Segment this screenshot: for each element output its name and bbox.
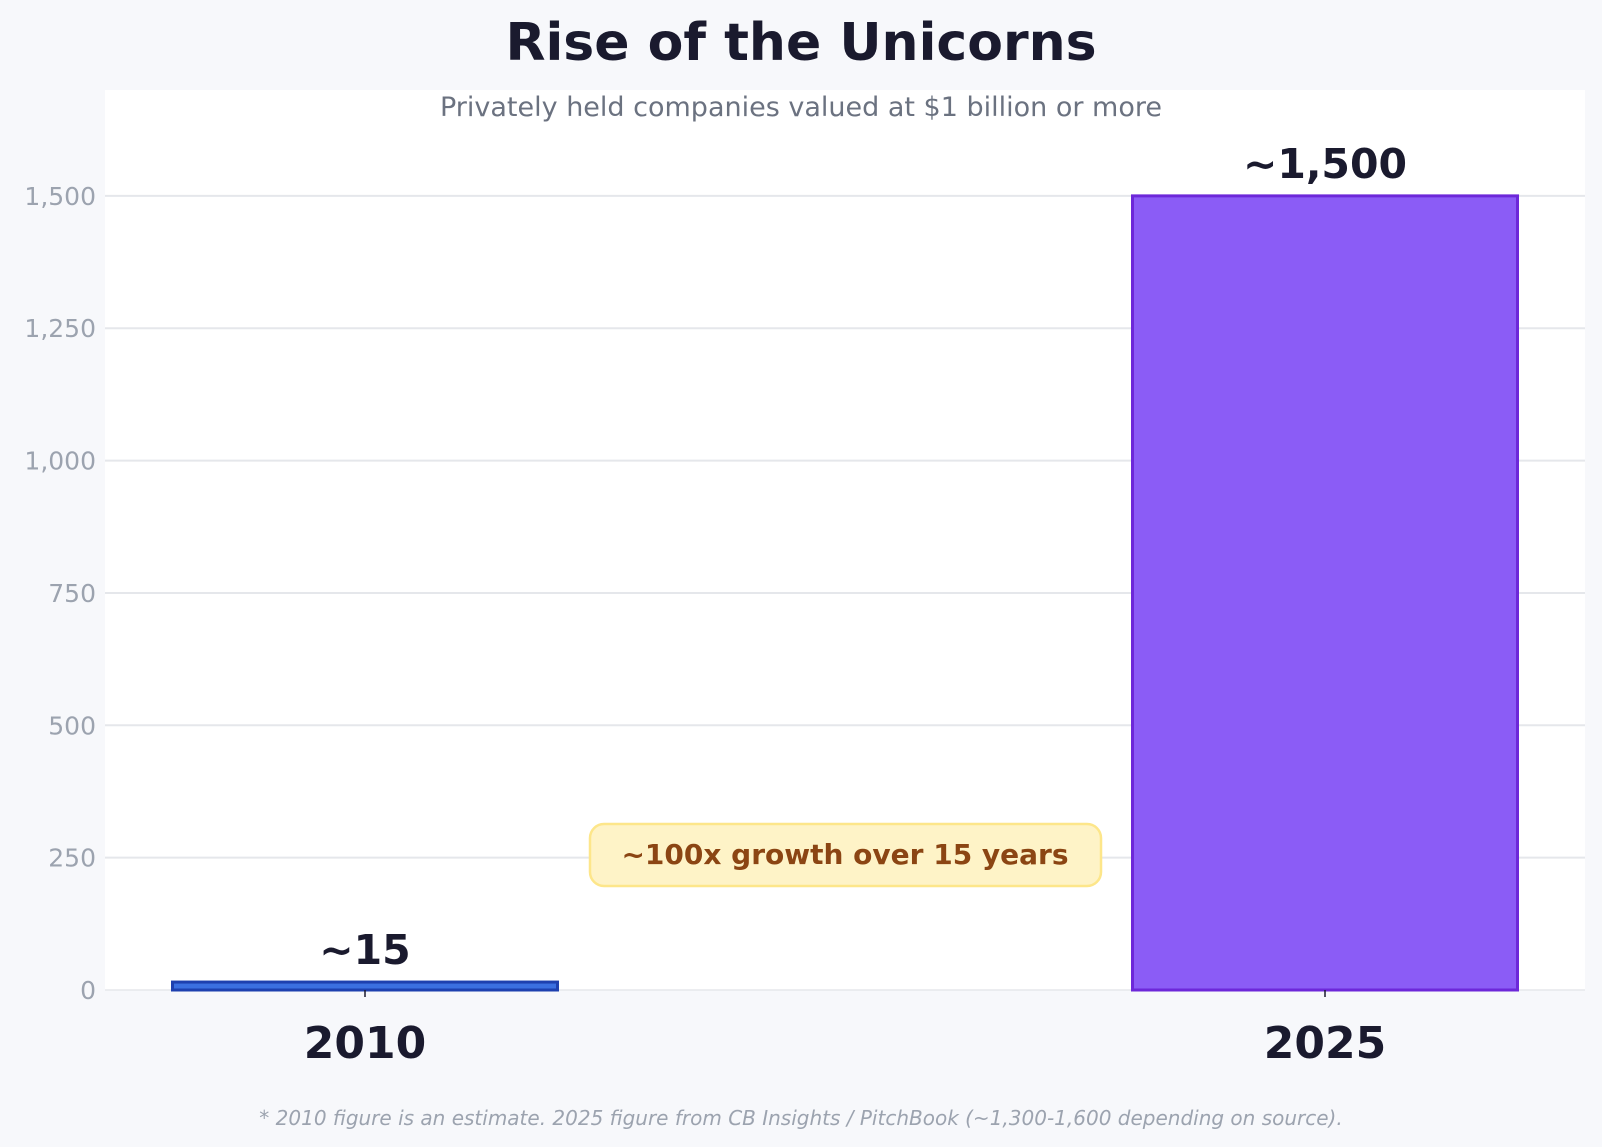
bar xyxy=(1131,194,1519,992)
y-tick-label: 500 xyxy=(48,711,96,740)
x-tick-label: 2010 xyxy=(304,1018,426,1069)
bar xyxy=(171,980,559,992)
y-tick-label: 1,500 xyxy=(24,182,96,211)
y-tick-label: 1,250 xyxy=(24,314,96,343)
y-axis: 0 250 500 750 1,000 1,250 1,500 xyxy=(24,182,96,1005)
x-tick-label: 2025 xyxy=(1264,1018,1386,1069)
growth-annotation: ~100x growth over 15 years xyxy=(588,822,1103,888)
y-tick-label: 250 xyxy=(48,844,96,873)
chart-subtitle: Privately held companies valued at $1 bi… xyxy=(440,92,1162,123)
chart-title: Rise of the Unicorns xyxy=(505,13,1096,73)
y-tick-label: 750 xyxy=(48,579,96,608)
y-tick-label: 0 xyxy=(80,976,96,1005)
annotation-text: ~100x growth over 15 years xyxy=(621,838,1068,871)
bar-value-label: ~15 xyxy=(319,926,410,974)
y-tick-label: 1,000 xyxy=(24,447,96,476)
x-axis: 2010 2025 xyxy=(304,990,1386,1069)
bar-value-label: ~1,500 xyxy=(1243,140,1407,188)
annotation-box xyxy=(588,822,1103,888)
bars: ~15 ~1,500 xyxy=(171,140,1519,992)
footnote: * 2010 figure is an estimate. 2025 figur… xyxy=(259,1106,1342,1130)
